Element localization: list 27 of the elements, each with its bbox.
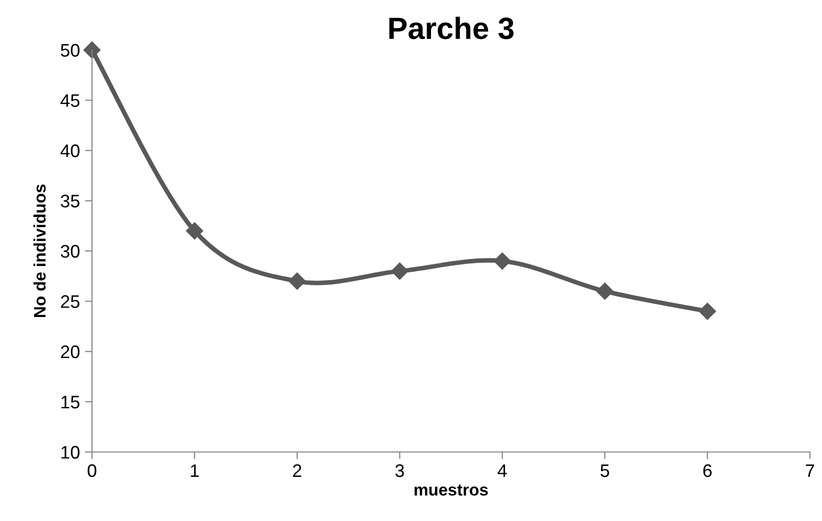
chart-title: Parche 3 (389, 16, 514, 40)
point (83, 41, 101, 59)
x-tick-label: 6 (703, 464, 712, 478)
point (186, 222, 204, 240)
x-tick-label: 3 (395, 464, 404, 478)
y-tick-label: 45 (60, 94, 80, 107)
y-tick-label: 35 (60, 194, 80, 208)
y-tick-label: 50 (60, 44, 80, 57)
point (391, 262, 408, 280)
y-tick-label: 25 (61, 295, 80, 308)
x-tick-label: 1 (190, 464, 199, 477)
point (698, 302, 716, 320)
x-tick-label: 2 (293, 464, 302, 477)
y-tick-label: 10 (61, 446, 80, 459)
y-axis-title: No de individuos (33, 184, 46, 318)
point (596, 282, 614, 300)
y-tick-label: 40 (60, 144, 80, 158)
x-tick-label: 7 (806, 464, 814, 477)
y-tick-label: 20 (61, 345, 80, 358)
x-axis-title: muestros (414, 484, 488, 496)
x-tick-label: 0 (88, 464, 96, 478)
point (494, 252, 511, 270)
x-tick-label: 4 (498, 464, 507, 477)
point (288, 272, 306, 290)
x-tick-label: 5 (600, 464, 610, 478)
y-tick-label: 30 (60, 244, 80, 258)
y-tick-label: 15 (61, 396, 80, 408)
